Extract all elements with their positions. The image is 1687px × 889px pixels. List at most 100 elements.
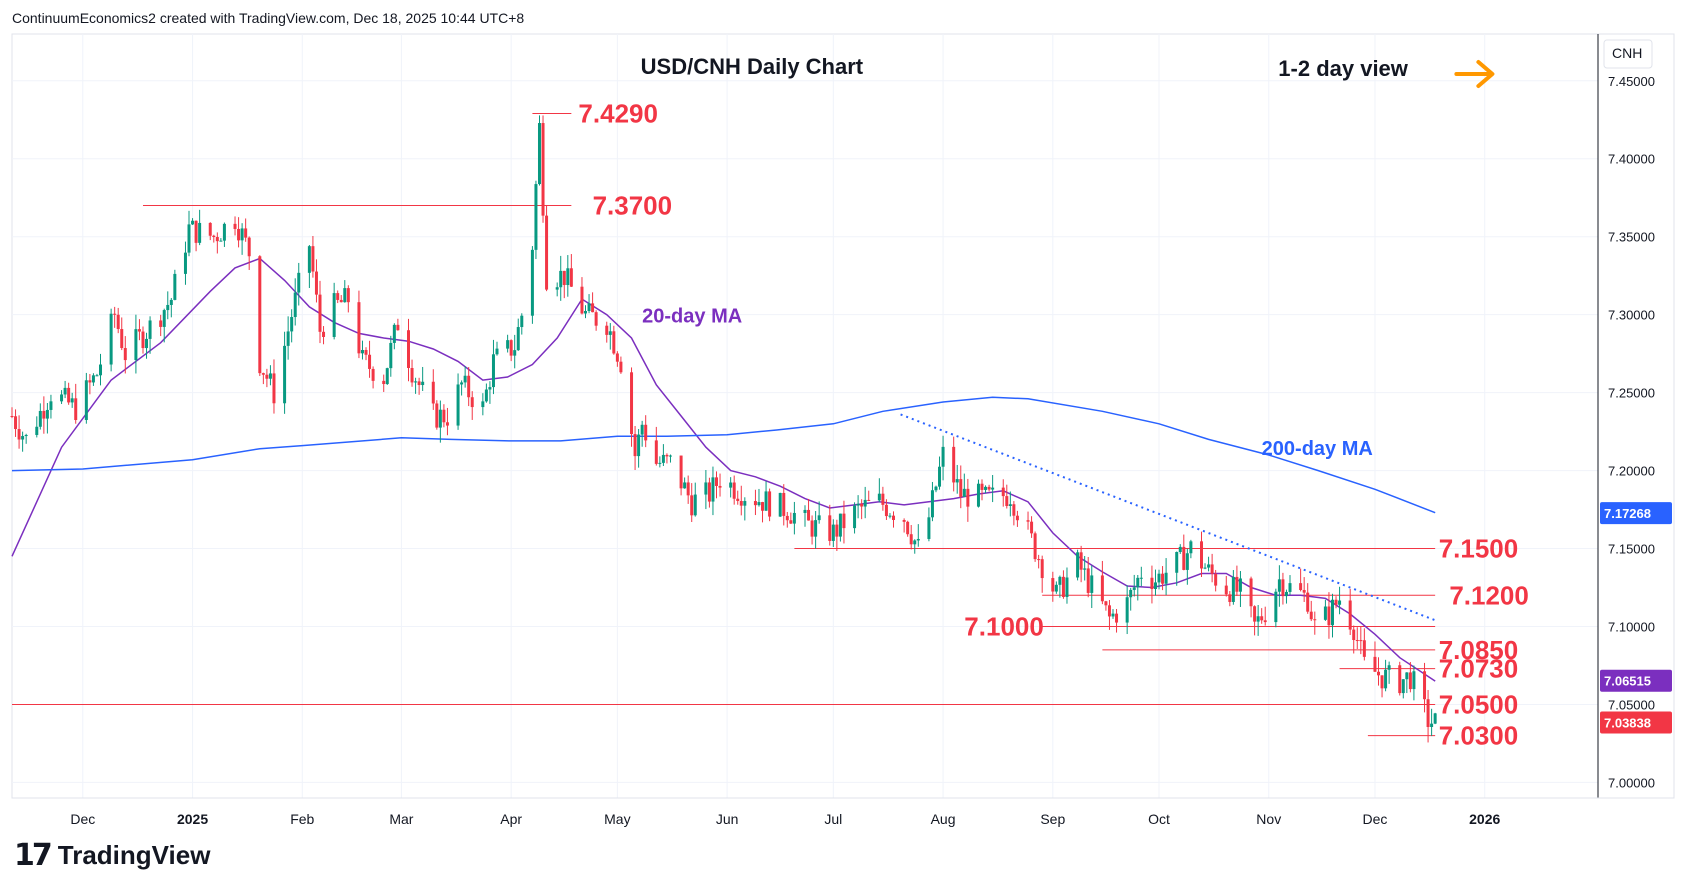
x-tick-label: 2026 bbox=[1469, 811, 1500, 827]
candle-body bbox=[559, 270, 563, 288]
candle-body bbox=[1387, 665, 1391, 670]
candle-body bbox=[1228, 594, 1232, 602]
level-label: 7.0500 bbox=[1439, 689, 1519, 719]
level-label: 7.0300 bbox=[1439, 721, 1519, 751]
candle-body bbox=[42, 410, 46, 419]
candle-body bbox=[120, 329, 124, 349]
candle-body bbox=[1175, 552, 1179, 573]
candle-body bbox=[828, 515, 832, 541]
candle-body bbox=[336, 293, 340, 300]
candle-body bbox=[1104, 601, 1108, 606]
candle-body bbox=[594, 312, 598, 326]
candle-body bbox=[739, 500, 743, 506]
candle-body bbox=[49, 401, 53, 410]
candle-body bbox=[198, 222, 202, 243]
candle-body bbox=[145, 338, 149, 349]
candle-body bbox=[615, 353, 619, 362]
candle-body bbox=[1030, 521, 1034, 534]
candle-body bbox=[637, 434, 641, 457]
candle-body bbox=[88, 380, 92, 383]
candle-body bbox=[24, 434, 28, 437]
x-tick-label: 2025 bbox=[177, 811, 208, 827]
candle-body bbox=[467, 375, 471, 398]
candle-body bbox=[63, 387, 67, 395]
candle-body bbox=[644, 424, 648, 441]
candle-body bbox=[782, 492, 786, 516]
candle-body bbox=[116, 314, 120, 330]
candle-body bbox=[545, 215, 549, 290]
candle-body bbox=[396, 324, 400, 331]
candle-body bbox=[421, 381, 425, 386]
y-tick-label: 7.25000 bbox=[1608, 386, 1655, 401]
candle-body bbox=[817, 515, 821, 521]
y-tick-label: 7.15000 bbox=[1608, 542, 1655, 557]
candle-body bbox=[244, 228, 248, 238]
candle-body bbox=[1111, 613, 1115, 617]
candle-body bbox=[1377, 671, 1381, 676]
candle-body bbox=[357, 302, 361, 354]
x-tick-label: Apr bbox=[500, 811, 522, 827]
candle-body bbox=[541, 123, 545, 216]
candle-body bbox=[640, 424, 644, 435]
candle-body bbox=[495, 348, 499, 355]
candle-body bbox=[902, 519, 906, 522]
candle-body bbox=[194, 220, 198, 243]
price-tag-label: 7.17268 bbox=[1604, 506, 1651, 521]
candle-body bbox=[683, 482, 687, 489]
candle-body bbox=[853, 505, 857, 529]
currency-label: CNH bbox=[1612, 45, 1642, 61]
candle-body bbox=[658, 462, 662, 464]
candle-body bbox=[1348, 600, 1352, 630]
candle-body bbox=[930, 490, 934, 518]
candle-body bbox=[70, 398, 74, 403]
candle-body bbox=[187, 224, 191, 253]
candle-body bbox=[1362, 640, 1366, 657]
x-tick-label: Feb bbox=[290, 811, 314, 827]
candle-body bbox=[1150, 577, 1154, 590]
candle-body bbox=[778, 492, 782, 517]
price-tag-label: 7.03838 bbox=[1604, 716, 1651, 731]
level-label: 7.1200 bbox=[1449, 580, 1529, 610]
currency-label-box bbox=[1603, 39, 1653, 69]
ma20-label: 20-day MA bbox=[642, 305, 742, 327]
candle-body bbox=[1125, 597, 1129, 623]
candle-body bbox=[835, 524, 839, 537]
candle-body bbox=[619, 361, 623, 373]
tradingview-logo[interactable]: 17 TradingView bbox=[14, 838, 210, 873]
x-tick-label: Mar bbox=[389, 811, 413, 827]
level-label: 7.0730 bbox=[1439, 654, 1519, 684]
candle-body bbox=[314, 271, 318, 295]
candle-body bbox=[343, 288, 347, 303]
candle-body bbox=[867, 499, 871, 501]
candle-body bbox=[268, 373, 272, 379]
candle-body bbox=[109, 313, 113, 365]
candle-body bbox=[99, 364, 103, 376]
candle-body bbox=[1051, 578, 1055, 592]
candle-body bbox=[389, 342, 393, 369]
candle-body bbox=[1129, 589, 1133, 598]
candle-body bbox=[1079, 552, 1083, 570]
candle-body bbox=[307, 246, 311, 273]
candle-body bbox=[661, 454, 665, 463]
candle-body bbox=[318, 294, 322, 332]
candle-body bbox=[38, 410, 42, 427]
candle-body bbox=[1161, 573, 1165, 584]
candle-body bbox=[91, 375, 95, 383]
candle-body bbox=[1061, 576, 1065, 598]
candle-body bbox=[916, 538, 920, 541]
candle-body bbox=[463, 375, 467, 383]
candle-body bbox=[909, 534, 913, 545]
ma20-line bbox=[11, 257, 1436, 682]
candle-body bbox=[1284, 591, 1288, 597]
level-label: 7.0850 bbox=[1439, 635, 1519, 665]
candle-body bbox=[470, 397, 474, 408]
candle-body bbox=[173, 273, 177, 300]
candle-body bbox=[863, 499, 867, 507]
ma200-label: 200-day MA bbox=[1262, 438, 1373, 460]
x-tick-label: Jul bbox=[824, 811, 842, 827]
candle-body bbox=[1384, 669, 1388, 689]
candle-body bbox=[1327, 606, 1331, 626]
candle-body bbox=[789, 520, 793, 524]
candle-body bbox=[1224, 585, 1228, 595]
